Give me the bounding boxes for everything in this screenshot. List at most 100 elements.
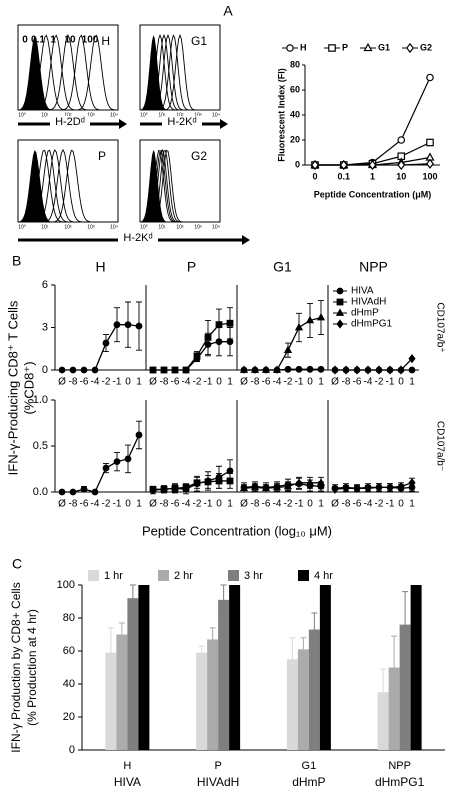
y-tick-label: 0 <box>295 159 300 169</box>
x-tick-label: 1 <box>136 499 142 510</box>
y-tick-label: 0.5 <box>33 440 48 452</box>
legend-label: P <box>342 42 348 52</box>
histogram-tick: 10¹ <box>41 112 49 118</box>
histogram-tick: 10⁴ <box>212 224 220 230</box>
marker <box>295 365 303 373</box>
error-bar <box>300 637 307 661</box>
y-tick-label: 0 <box>69 744 75 756</box>
x-tick-label: -8 <box>69 377 78 388</box>
histogram-tick: 10³ <box>194 112 202 118</box>
marker <box>193 479 201 487</box>
bar <box>286 659 298 750</box>
y-tick-label: 100 <box>57 579 75 591</box>
marker <box>124 455 132 463</box>
x-tick-label: Ø <box>58 499 66 510</box>
marker <box>397 159 406 171</box>
x-sublabel: dHmPG1 <box>375 775 425 789</box>
x-tick-label: 0 <box>125 499 131 510</box>
marker <box>58 366 66 374</box>
x-tick-label: H <box>123 760 131 772</box>
marker <box>375 365 383 375</box>
marker <box>368 159 377 171</box>
error-bar <box>107 627 114 678</box>
marker <box>124 321 132 329</box>
histogram-tick: 10⁴ <box>110 112 118 118</box>
histogram-curve <box>140 33 220 111</box>
marker <box>239 483 249 492</box>
y-tick-label: 20 <box>290 134 300 144</box>
x-axis-label: Peptide Concentration (log₁₀ μM) <box>142 523 332 538</box>
x-sublabel: HIVAdH <box>197 775 239 789</box>
dose-label: 1 <box>50 35 56 46</box>
series-line <box>315 77 431 166</box>
marker <box>204 478 212 486</box>
x-tick-label: -8 <box>342 377 351 388</box>
y-tick-label: 1.0 <box>33 394 48 406</box>
legend-label: 1 hr <box>104 570 123 582</box>
isotype-histogram <box>140 150 220 222</box>
isotype-histogram <box>18 35 118 110</box>
marker <box>294 478 304 486</box>
y-axis-label: Fluorescent Index (FI) <box>276 68 286 162</box>
x-tick-label: -4 <box>91 377 100 388</box>
marker <box>386 365 394 375</box>
x-tick-label: 1 <box>227 499 233 510</box>
x-tick-label: Ø <box>149 377 157 388</box>
column-title: NPP <box>359 259 388 275</box>
marker <box>305 478 315 486</box>
histogram-tick: 10¹ <box>158 224 166 230</box>
x-tick-label: 1 <box>318 377 324 388</box>
marker <box>91 488 99 496</box>
marker <box>113 458 121 466</box>
legend-swatch <box>158 570 169 581</box>
marker <box>226 467 234 475</box>
x-axis-label: Peptide Concentration (μM) <box>314 189 432 199</box>
marker <box>335 308 345 316</box>
x-tick-label: -2 <box>284 377 293 388</box>
marker <box>135 431 143 439</box>
marker <box>353 483 361 493</box>
marker <box>305 315 315 324</box>
marker <box>331 484 339 494</box>
bar <box>127 598 139 750</box>
histogram-tick: 10⁰ <box>18 224 26 230</box>
y-tick-label: 0 <box>42 364 48 376</box>
histogram-tick: 10² <box>176 224 184 230</box>
series-line <box>153 322 231 371</box>
y-tick-label: 60 <box>63 645 75 657</box>
marker-label: H-2Dᵈ <box>55 116 85 128</box>
x-tick-label: -2 <box>193 499 202 510</box>
y-axis-label: (%CD8⁺) <box>21 361 36 414</box>
x-tick-label: Ø <box>331 499 339 510</box>
x-tick-label: G1 <box>302 760 317 772</box>
marker <box>250 365 260 373</box>
x-tick-label: -1 <box>204 377 213 388</box>
y-tick-label: 6 <box>42 279 48 291</box>
error-bar <box>391 635 398 699</box>
legend-label: 4 hr <box>314 570 333 582</box>
marker <box>311 159 319 171</box>
bar <box>399 624 411 750</box>
histogram-tick: 10⁰ <box>140 112 148 118</box>
x-tick-label: 1 <box>370 171 375 181</box>
x-tick-label: -2 <box>375 499 384 510</box>
y-tick-label: 3 <box>42 321 48 333</box>
marker <box>91 366 99 374</box>
x-tick-label: 0 <box>125 377 131 388</box>
bar <box>116 634 128 750</box>
marker <box>363 42 373 52</box>
bar <box>196 652 208 750</box>
x-tick-label: Ø <box>58 377 66 388</box>
marker <box>171 366 179 374</box>
x-tick-label: 0 <box>307 499 313 510</box>
x-tick-label: -2 <box>193 377 202 388</box>
column-title: H <box>95 259 105 275</box>
x-tick-label: -4 <box>182 499 191 510</box>
legend-swatch <box>298 570 309 581</box>
x-tick-label: -2 <box>102 499 111 510</box>
marker <box>250 482 260 491</box>
marker <box>328 44 336 52</box>
marker <box>272 365 282 373</box>
label-bg <box>118 232 158 243</box>
